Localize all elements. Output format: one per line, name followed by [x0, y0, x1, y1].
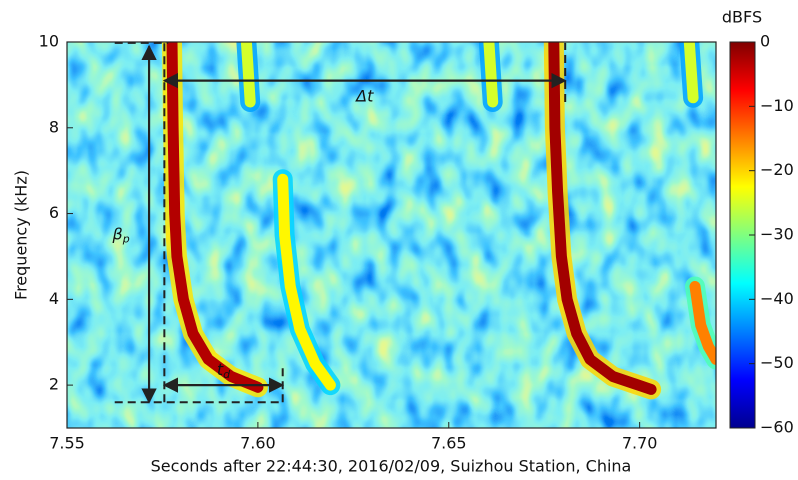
- trace: [689, 281, 716, 365]
- colorbar-tick-label: 0: [760, 32, 770, 51]
- annotation-text: t: [217, 360, 224, 379]
- trace: [483, 42, 499, 108]
- colorbar-tick-label: −50: [760, 353, 794, 372]
- annotation-label: βp: [111, 224, 129, 246]
- plot-area: [162, 42, 716, 400]
- x-axis-label: Seconds after 22:44:30, 2016/02/09, Suiz…: [151, 457, 632, 476]
- annotation-text: Δt: [354, 86, 374, 105]
- annotation-subscript: p: [122, 232, 130, 245]
- colorbar-tick-label: −40: [760, 289, 794, 308]
- annotation-label: td: [217, 360, 231, 382]
- colorbar-tick-label: −10: [760, 96, 794, 115]
- trace: [166, 42, 264, 393]
- trace: [683, 42, 699, 104]
- y-tick-label: 10: [39, 32, 59, 51]
- plot-frame: [66, 41, 717, 429]
- x-tick-label: 7.60: [240, 434, 276, 453]
- y-tick-label: 6: [49, 203, 59, 222]
- trace: [240, 42, 256, 108]
- y-tick-label: 2: [49, 375, 59, 394]
- x-tick-label: 7.65: [431, 434, 467, 453]
- trace: [277, 173, 336, 391]
- colorbar-tick-label: −30: [760, 225, 794, 244]
- x-tick-label: 7.55: [49, 434, 85, 453]
- x-tick-label: 7.70: [622, 434, 658, 453]
- annotation-subscript: d: [223, 368, 231, 381]
- y-axis-label: Frequency (kHz): [12, 170, 31, 300]
- colorbar-tick-label: −20: [760, 160, 794, 179]
- annotation-text: β: [111, 224, 122, 243]
- trace: [548, 42, 657, 395]
- colorbar-label: dBFS: [722, 8, 762, 27]
- y-tick-label: 8: [49, 117, 59, 136]
- colorbar-tick-label: −60: [760, 418, 794, 437]
- annotation-label: Δt: [354, 86, 374, 105]
- y-tick-label: 4: [49, 289, 59, 308]
